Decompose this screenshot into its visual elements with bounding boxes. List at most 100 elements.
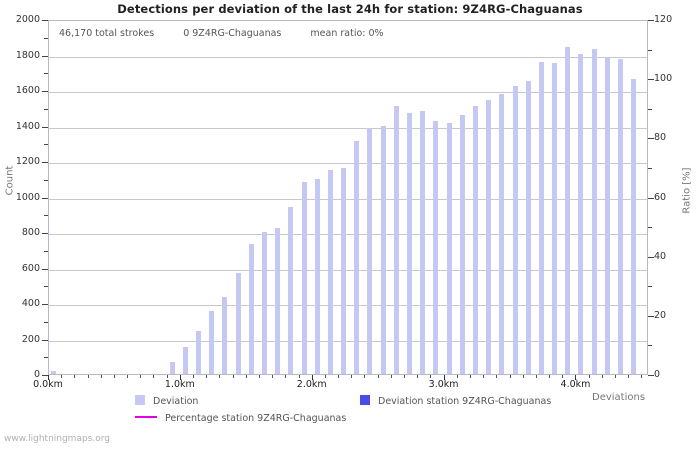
annotation-mean-ratio: mean ratio: 0% <box>310 28 384 39</box>
bar <box>486 99 492 374</box>
y-axis-left-tick-label: 1200 <box>15 156 40 167</box>
bar <box>235 272 241 374</box>
gridline <box>49 340 647 342</box>
x-axis-minor-tick <box>193 375 195 378</box>
bar <box>288 207 294 374</box>
bar <box>525 81 531 374</box>
x-axis-title: Deviations <box>592 392 646 403</box>
y-axis-left-tick <box>42 304 48 305</box>
bar <box>552 63 558 374</box>
bar <box>275 227 281 374</box>
x-axis-tick-label: 1.0km <box>164 379 195 390</box>
y-axis-left-minor-tick <box>44 144 48 146</box>
legend-swatch-deviation <box>135 395 145 405</box>
gridline <box>49 163 647 164</box>
y-axis-right-tick-label: 60 <box>654 191 667 203</box>
x-axis-tick-label: 4.0km <box>560 379 591 390</box>
y-axis-right-tick <box>648 197 654 199</box>
legend-label-percentage-station: Percentage station 9Z4RG-Chaguanas <box>165 413 347 424</box>
y-axis-left-minor-tick <box>44 321 48 323</box>
y-axis-right-tick-label: 20 <box>654 309 667 321</box>
chart-title: Detections per deviation of the last 24h… <box>117 2 583 16</box>
y-axis-left-tick <box>42 339 48 341</box>
bar <box>314 178 320 374</box>
x-axis-minor-tick <box>298 375 300 378</box>
y-axis-left-minor-tick <box>44 357 48 359</box>
x-axis-minor-tick <box>324 375 326 378</box>
legend-label-deviation-station: Deviation station 9Z4RG-Chaguanas <box>378 396 552 407</box>
plot-annotations: 46,170 total strokes 0 9Z4RG-Chaguanas m… <box>59 28 384 39</box>
x-axis-minor-tick <box>245 375 247 378</box>
y-axis-left-minor-tick <box>44 73 48 75</box>
bar <box>604 58 610 374</box>
x-axis-minor-tick <box>390 375 392 378</box>
bar <box>499 94 505 374</box>
y-axis-left-tick-label: 1600 <box>15 85 40 96</box>
bar <box>420 111 426 374</box>
x-axis-major-tick <box>48 375 49 380</box>
x-axis-minor-tick <box>74 375 76 378</box>
bar <box>512 86 518 374</box>
x-axis-minor-tick <box>377 375 379 378</box>
x-axis-minor-tick <box>166 375 168 378</box>
bar <box>222 296 228 374</box>
x-axis-minor-tick <box>615 375 617 378</box>
y-axis-left-tick-label: 200 <box>21 333 40 345</box>
legend-label-deviation: Deviation <box>153 396 199 407</box>
gridline <box>49 127 647 129</box>
bar <box>261 232 267 374</box>
legend-item-deviation-station[interactable]: Deviation station 9Z4RG-Chaguanas <box>360 395 551 407</box>
legend-item-percentage-station[interactable]: Percentage station 9Z4RG-Chaguanas <box>135 413 346 424</box>
x-axis-tick-label: 3.0km <box>428 379 459 390</box>
bar <box>393 105 399 374</box>
bar <box>459 114 465 374</box>
y-axis-left-tick <box>42 268 48 270</box>
x-axis-minor-tick <box>588 375 590 378</box>
y-axis-left-minor-tick <box>44 215 48 217</box>
y-axis-left-tick-label: 1000 <box>15 191 40 203</box>
y-axis-right-tick <box>648 138 654 140</box>
y-axis-right-minor-tick <box>648 227 652 229</box>
x-axis-minor-tick <box>258 375 260 378</box>
annotation-total-strokes: 46,170 total strokes <box>59 28 155 39</box>
x-axis-minor-tick <box>430 375 432 378</box>
y-axis-right-tick <box>648 20 654 21</box>
y-axis-left-minor-tick <box>44 250 48 252</box>
y-axis-left-tick-label: 1800 <box>15 49 40 61</box>
legend-item-deviation[interactable]: Deviation <box>135 395 198 407</box>
x-axis-major-tick <box>443 375 445 380</box>
x-axis-major-tick <box>311 375 313 380</box>
bar <box>407 113 413 374</box>
x-axis-minor-tick <box>483 375 485 378</box>
gridline <box>49 198 647 200</box>
gridline <box>49 234 647 235</box>
y-axis-left-tick <box>42 233 48 234</box>
x-axis-minor-tick <box>351 375 353 378</box>
y-axis-left-title: Count <box>4 165 16 196</box>
y-axis-right-minor-tick <box>648 345 652 347</box>
y-axis-right-tick-label: 0 <box>654 369 661 380</box>
chart-legend: Deviation Deviation station 9Z4RG-Chagua… <box>0 395 700 435</box>
y-axis-right-tick <box>648 79 654 81</box>
x-axis-major-tick <box>575 375 577 380</box>
y-axis-left-minor-tick <box>44 108 48 110</box>
y-axis-left-tick <box>42 55 48 57</box>
bar <box>341 168 347 374</box>
x-axis-minor-tick <box>535 375 537 378</box>
plot-area: 46,170 total strokes 0 9Z4RG-Chaguanas m… <box>48 20 648 375</box>
bar-series-deviation <box>49 21 647 374</box>
x-axis-minor-tick <box>206 375 208 378</box>
bar <box>446 122 452 374</box>
bar <box>591 49 597 374</box>
y-axis-right-tick-label: 100 <box>654 73 673 85</box>
x-axis-minor-tick <box>496 375 498 378</box>
bar <box>301 182 307 374</box>
bar <box>565 46 571 374</box>
y-axis-left-tick <box>42 91 48 92</box>
x-axis-minor-tick <box>562 375 564 378</box>
y-axis-right-minor-tick <box>648 167 652 169</box>
y-axis-left-tick-label: 800 <box>21 227 40 238</box>
bar <box>209 311 215 374</box>
bar <box>248 243 254 374</box>
